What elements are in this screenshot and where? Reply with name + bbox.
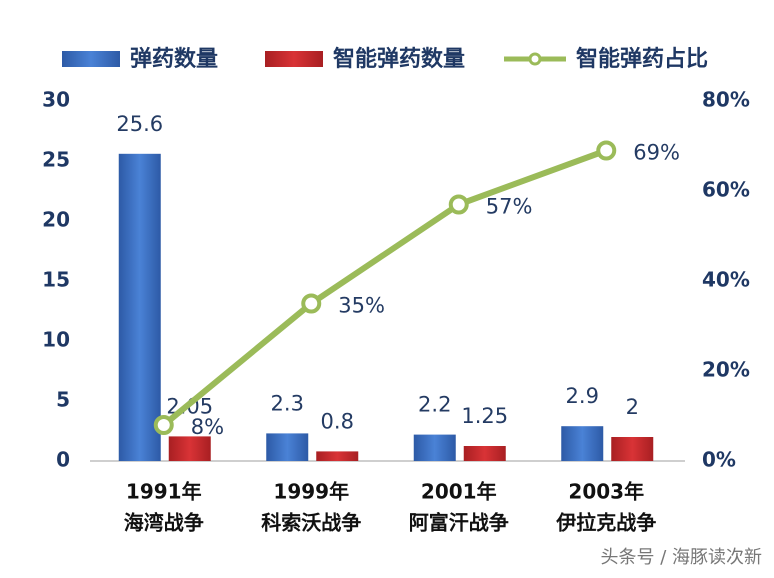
- bar: [316, 451, 359, 461]
- line-point: [153, 415, 174, 435]
- value-label: 2: [626, 395, 639, 419]
- bar: [266, 433, 309, 461]
- y-tick-label: 5: [56, 388, 70, 412]
- y-tick-label: 0: [56, 448, 70, 472]
- legend-swatch: [528, 52, 542, 66]
- y2-tick-label: 0%: [702, 448, 736, 472]
- value-label: 35%: [338, 294, 385, 318]
- value-label: 1.25: [461, 404, 508, 428]
- bar: [561, 426, 604, 461]
- x-tick-label: 2001年: [421, 480, 497, 504]
- value-label: 2.9: [566, 384, 599, 408]
- y-tick-label: 10: [42, 328, 70, 352]
- y2-tick-label: 60%: [702, 178, 750, 202]
- x-tick-label: 海湾战争: [124, 511, 204, 535]
- legend-label: 智能弹药占比: [576, 46, 708, 72]
- x-tick-label: 科索沃战争: [261, 511, 361, 535]
- line: [161, 147, 608, 428]
- value-label: 2.2: [418, 393, 451, 417]
- x-tick-label: 伊拉克战争: [555, 511, 656, 535]
- bar: [463, 446, 506, 461]
- legend-label: 弹药数量: [130, 46, 218, 72]
- x-tick-label: 2003年: [568, 480, 644, 504]
- watermark: 头条号 / 海豚读次新: [600, 547, 762, 568]
- y-tick-label: 20: [42, 208, 70, 232]
- y2-tick-label: 80%: [702, 88, 750, 112]
- bar: [118, 153, 161, 462]
- y2-tick-label: 40%: [702, 268, 750, 292]
- value-label: 2.3: [271, 391, 304, 415]
- y2-tick-label: 20%: [702, 358, 750, 382]
- x-tick-label: 1999年: [273, 480, 349, 504]
- bar: [168, 436, 211, 461]
- line-point: [448, 194, 469, 215]
- legend-swatch: [265, 51, 323, 67]
- line-point: [596, 140, 617, 161]
- y-tick-label: 15: [42, 268, 70, 292]
- value-label: 69%: [633, 141, 680, 165]
- bar: [413, 434, 456, 461]
- line-point: [301, 293, 322, 314]
- y-tick-label: 30: [42, 88, 70, 112]
- legend-swatch: [62, 51, 120, 67]
- legend-label: 智能弹药数量: [333, 46, 465, 72]
- value-label: 57%: [486, 195, 533, 219]
- value-label: 0.8: [321, 409, 354, 433]
- y-tick-label: 25: [42, 148, 70, 172]
- value-label: 8%: [191, 415, 224, 439]
- value-label: 25.6: [116, 112, 163, 136]
- x-tick-label: 阿富汗战争: [409, 511, 509, 535]
- x-tick-label: 1991年: [126, 480, 202, 504]
- bar: [611, 437, 654, 461]
